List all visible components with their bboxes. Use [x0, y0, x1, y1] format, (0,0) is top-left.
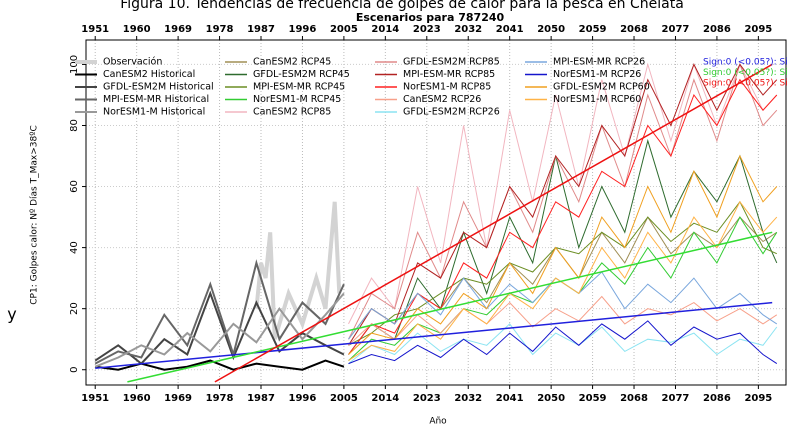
x-tick-label-top: 2005 — [330, 24, 358, 35]
x-tick-label-top: 2023 — [413, 24, 441, 35]
legend-label: NorESM1-M Historical — [103, 107, 205, 118]
x-tick-label: 2077 — [662, 393, 690, 404]
x-tick-label-top: 1960 — [123, 24, 151, 35]
legend-label: MPI-ESM-MR RCP85 — [403, 69, 495, 80]
x-tick-label-top: 2014 — [371, 24, 399, 35]
series-line — [348, 216, 778, 340]
series-line — [214, 63, 773, 383]
x-tick-label-top: 2050 — [537, 24, 565, 35]
x-tick-label-top: 1987 — [247, 24, 275, 35]
series-line — [348, 78, 778, 355]
y-tick-label: 0 — [69, 367, 80, 373]
series-line — [348, 200, 778, 362]
series-line — [348, 62, 778, 325]
y-tick-label: 80 — [69, 119, 80, 132]
stray-label: y — [7, 305, 16, 324]
x-tick-label: 2050 — [537, 393, 565, 404]
x-tick-label: 2059 — [579, 393, 607, 404]
x-tick-label-top: 1996 — [289, 24, 317, 35]
legend-label: Observación — [103, 57, 162, 68]
legend-label: CanESM2 RCP45 — [253, 57, 331, 68]
legend-label: CanESM2 Historical — [103, 69, 195, 80]
series-line — [254, 201, 342, 340]
x-tick-label-top: 2032 — [454, 24, 482, 35]
x-tick-label-top: 1978 — [206, 24, 234, 35]
y-axis-title: CP1: Golpes calor: Nº Días T_Max>38ºC — [30, 125, 40, 304]
x-tick-label: 1996 — [289, 393, 317, 404]
chart-title: Figura 10. Tendencias de frecuencia de g… — [120, 0, 684, 12]
legend-label: MPI-ESM-MR Historical — [103, 94, 209, 105]
x-tick-label: 1969 — [164, 393, 192, 404]
series-line — [348, 138, 778, 355]
annotation: Sign:0 (<0.05?): Si — [703, 68, 788, 78]
legend-label: GFDL-ESM2M RCP85 — [403, 57, 500, 68]
legend-label: NorESM1-M RCP45 — [253, 94, 341, 105]
legend-label: NorESM1-M RCP85 — [403, 82, 491, 93]
x-tick-label: 1960 — [123, 393, 151, 404]
y-tick-label: 20 — [69, 302, 80, 315]
legend-label: NorESM1-M RCP60 — [553, 94, 641, 105]
x-tick-label: 2014 — [371, 393, 399, 404]
series-line — [348, 62, 778, 340]
x-axis-title: Año — [429, 417, 447, 427]
series-line — [348, 200, 778, 346]
legend-label: MPI-ESM-MR RCP26 — [553, 57, 645, 68]
legend-label: GFDL-ESM2M RCP45 — [253, 69, 350, 80]
y-tick-label: 60 — [69, 180, 80, 193]
x-tick-label: 2068 — [620, 393, 648, 404]
plot-frame — [85, 39, 787, 386]
x-tick-label-top: 2077 — [662, 24, 690, 35]
chart-subtitle: Escenarios para 787240 — [356, 11, 505, 24]
legend-label: GFDL-ESM2M Historical — [103, 82, 214, 93]
series-line — [127, 231, 773, 383]
series-line — [348, 320, 778, 365]
y-tick-label: 40 — [69, 241, 80, 254]
legend-label: CanESM2 RCP85 — [253, 107, 331, 118]
legend-label: GFDL-ESM2M RCP60 — [553, 82, 650, 93]
legend-label: NorESM1-M RCP26 — [553, 69, 641, 80]
x-tick-label: 2005 — [330, 393, 358, 404]
x-tick-label-top: 1969 — [164, 24, 192, 35]
x-tick-label: 2086 — [703, 393, 731, 404]
x-tick-label: 1987 — [247, 393, 275, 404]
x-tick-label-top: 2059 — [579, 24, 607, 35]
series-line — [94, 292, 345, 368]
series-line — [348, 295, 778, 346]
series-line — [348, 154, 778, 355]
x-tick-label-top: 2041 — [496, 24, 524, 35]
legend-label: CanESM2 RCP26 — [403, 94, 481, 105]
plot-area — [94, 62, 778, 383]
x-tick-label: 1978 — [206, 393, 234, 404]
series-line — [94, 259, 345, 365]
x-tick-label: 2032 — [454, 393, 482, 404]
series-line — [95, 301, 773, 369]
legend-label: MPI-ESM-MR RCP45 — [253, 82, 345, 93]
x-tick-label-top: 1951 — [81, 24, 109, 35]
annotation: Sign:0 (<0.05?): Si — [703, 79, 788, 89]
x-tick-label: 1951 — [81, 393, 109, 404]
x-tick-label: 2095 — [744, 393, 772, 404]
legend-label: GFDL-ESM2M RCP26 — [403, 107, 500, 118]
x-tick-label-top: 2086 — [703, 24, 731, 35]
x-tick-label-top: 2068 — [620, 24, 648, 35]
series-line — [348, 63, 778, 346]
series-line — [348, 216, 778, 361]
x-tick-label: 2041 — [496, 393, 524, 404]
y-tick-label: 100 — [69, 55, 80, 74]
annotation: Sign:0 (<0.05?): Si — [703, 58, 788, 68]
x-tick-label-top: 2095 — [744, 24, 772, 35]
x-tick-label: 2023 — [413, 393, 441, 404]
